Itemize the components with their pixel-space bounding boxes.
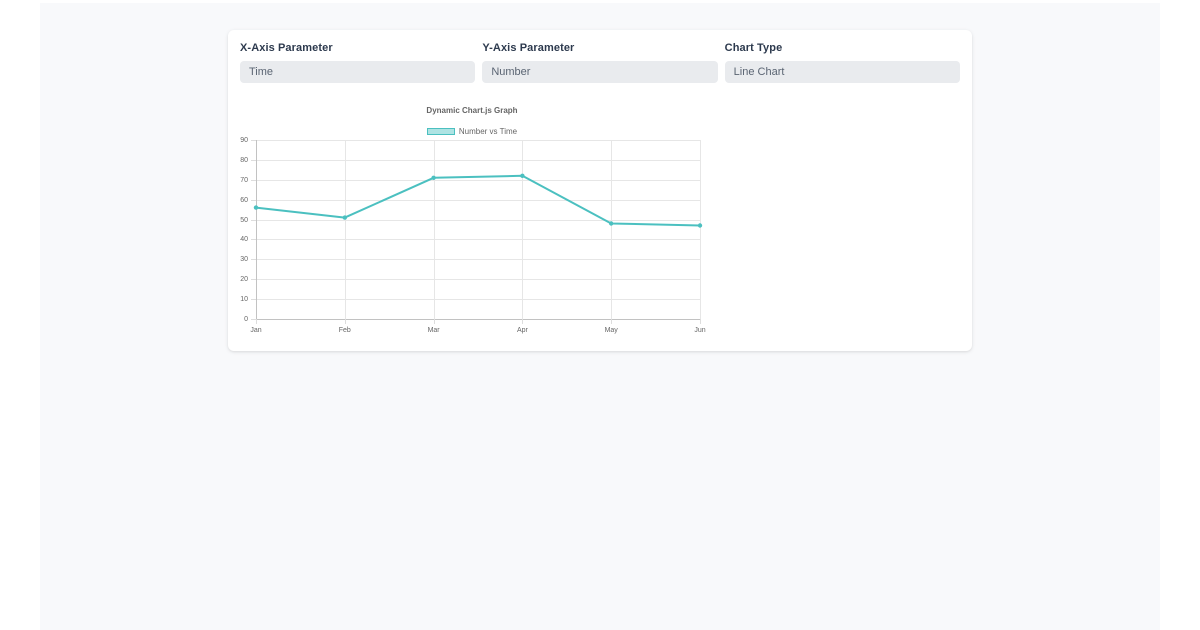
x-axis-tick	[700, 319, 701, 324]
y-axis-tick-label: 80	[240, 156, 248, 164]
y-axis-tick-label: 30	[240, 256, 248, 264]
y-axis-tick-label: 20	[240, 276, 248, 284]
chart-type-field-group: Chart Type	[724, 42, 960, 83]
y-axis-tick	[251, 299, 256, 301]
y-axis-parameter-input[interactable]	[482, 61, 718, 83]
data-series-line	[253, 173, 703, 228]
h-gridline	[256, 199, 700, 201]
y-axis-tick-label: 90	[240, 137, 248, 144]
chart-legend: Number vs Time	[240, 127, 704, 136]
data-point	[520, 173, 525, 178]
x-axis-tick-label: Jun	[694, 327, 706, 334]
h-gridline	[256, 140, 700, 141]
legend-item[interactable]: Number vs Time	[426, 127, 518, 136]
y-axis-tick-label: 10	[240, 296, 248, 304]
chart-builder-card: X-Axis Parameter Y-Axis Parameter Chart …	[228, 30, 972, 351]
chart-title: Dynamic Chart.js Graph	[426, 106, 518, 115]
h-gridline	[256, 299, 700, 301]
y-axis-tick	[251, 199, 256, 201]
x-axis-tick	[344, 319, 346, 324]
v-gridline	[256, 140, 257, 319]
data-point	[609, 221, 614, 226]
x-axis-tick-label: Apr	[516, 327, 528, 334]
y-axis-tick	[251, 140, 256, 141]
y-axis-tick-label: 40	[240, 236, 248, 244]
x-axis-tick	[611, 319, 613, 324]
x-axis-tick	[256, 319, 257, 324]
x-axis-tick	[522, 319, 524, 324]
h-gridline	[256, 159, 700, 161]
data-point	[697, 223, 703, 228]
h-gridline	[256, 219, 700, 221]
y-axis-tick-label: 0	[244, 316, 248, 323]
x-axis-tick-label: Jan	[250, 327, 262, 334]
parameter-form: X-Axis Parameter Y-Axis Parameter Chart …	[228, 30, 972, 83]
y-axis-tick	[251, 219, 256, 221]
y-axis-field-group: Y-Axis Parameter	[482, 42, 718, 83]
data-point	[431, 175, 436, 180]
y-axis-tick-label: 50	[240, 216, 248, 224]
x-axis-parameter-input[interactable]	[240, 61, 476, 83]
y-axis-tick	[251, 319, 256, 320]
data-point	[253, 205, 259, 210]
data-point	[342, 215, 347, 220]
v-gridline	[700, 140, 701, 319]
x-axis-parameter-label: X-Axis Parameter	[240, 42, 333, 54]
y-axis-tick	[251, 239, 256, 241]
x-axis-tick	[433, 319, 435, 324]
v-gridline	[522, 140, 524, 319]
y-axis-tick-label: 70	[240, 176, 248, 184]
v-gridline	[433, 140, 435, 319]
y-axis-tick	[251, 259, 256, 261]
legend-swatch-icon	[426, 128, 455, 135]
y-axis-tick	[251, 179, 256, 181]
h-gridline	[256, 239, 700, 241]
x-axis-tick-label: Feb	[338, 327, 351, 334]
h-gridline	[256, 319, 700, 320]
y-axis-tick	[251, 279, 256, 281]
y-axis-parameter-label: Y-Axis Parameter	[482, 42, 575, 54]
x-axis-tick-label: Mar	[427, 327, 440, 334]
chart-type-input[interactable]	[724, 61, 960, 83]
h-gridline	[256, 259, 700, 261]
plot-area: 0 10 20 30 40 50 60 70 80 90 Jan Feb Mar Apr May Jun	[240, 137, 705, 334]
v-gridline	[344, 140, 346, 319]
x-axis-tick-label: May	[604, 327, 618, 334]
x-axis-field-group: X-Axis Parameter	[240, 42, 476, 83]
v-gridline	[611, 140, 613, 319]
chart-type-label: Chart Type	[724, 42, 783, 54]
line-chart: Dynamic Chart.js Graph Number vs Time 0 1…	[240, 102, 705, 340]
y-axis-tick-label: 60	[240, 196, 248, 204]
h-gridline	[256, 279, 700, 281]
legend-label: Number vs Time	[458, 127, 518, 136]
h-gridline	[256, 179, 700, 181]
y-axis-tick	[251, 159, 256, 161]
